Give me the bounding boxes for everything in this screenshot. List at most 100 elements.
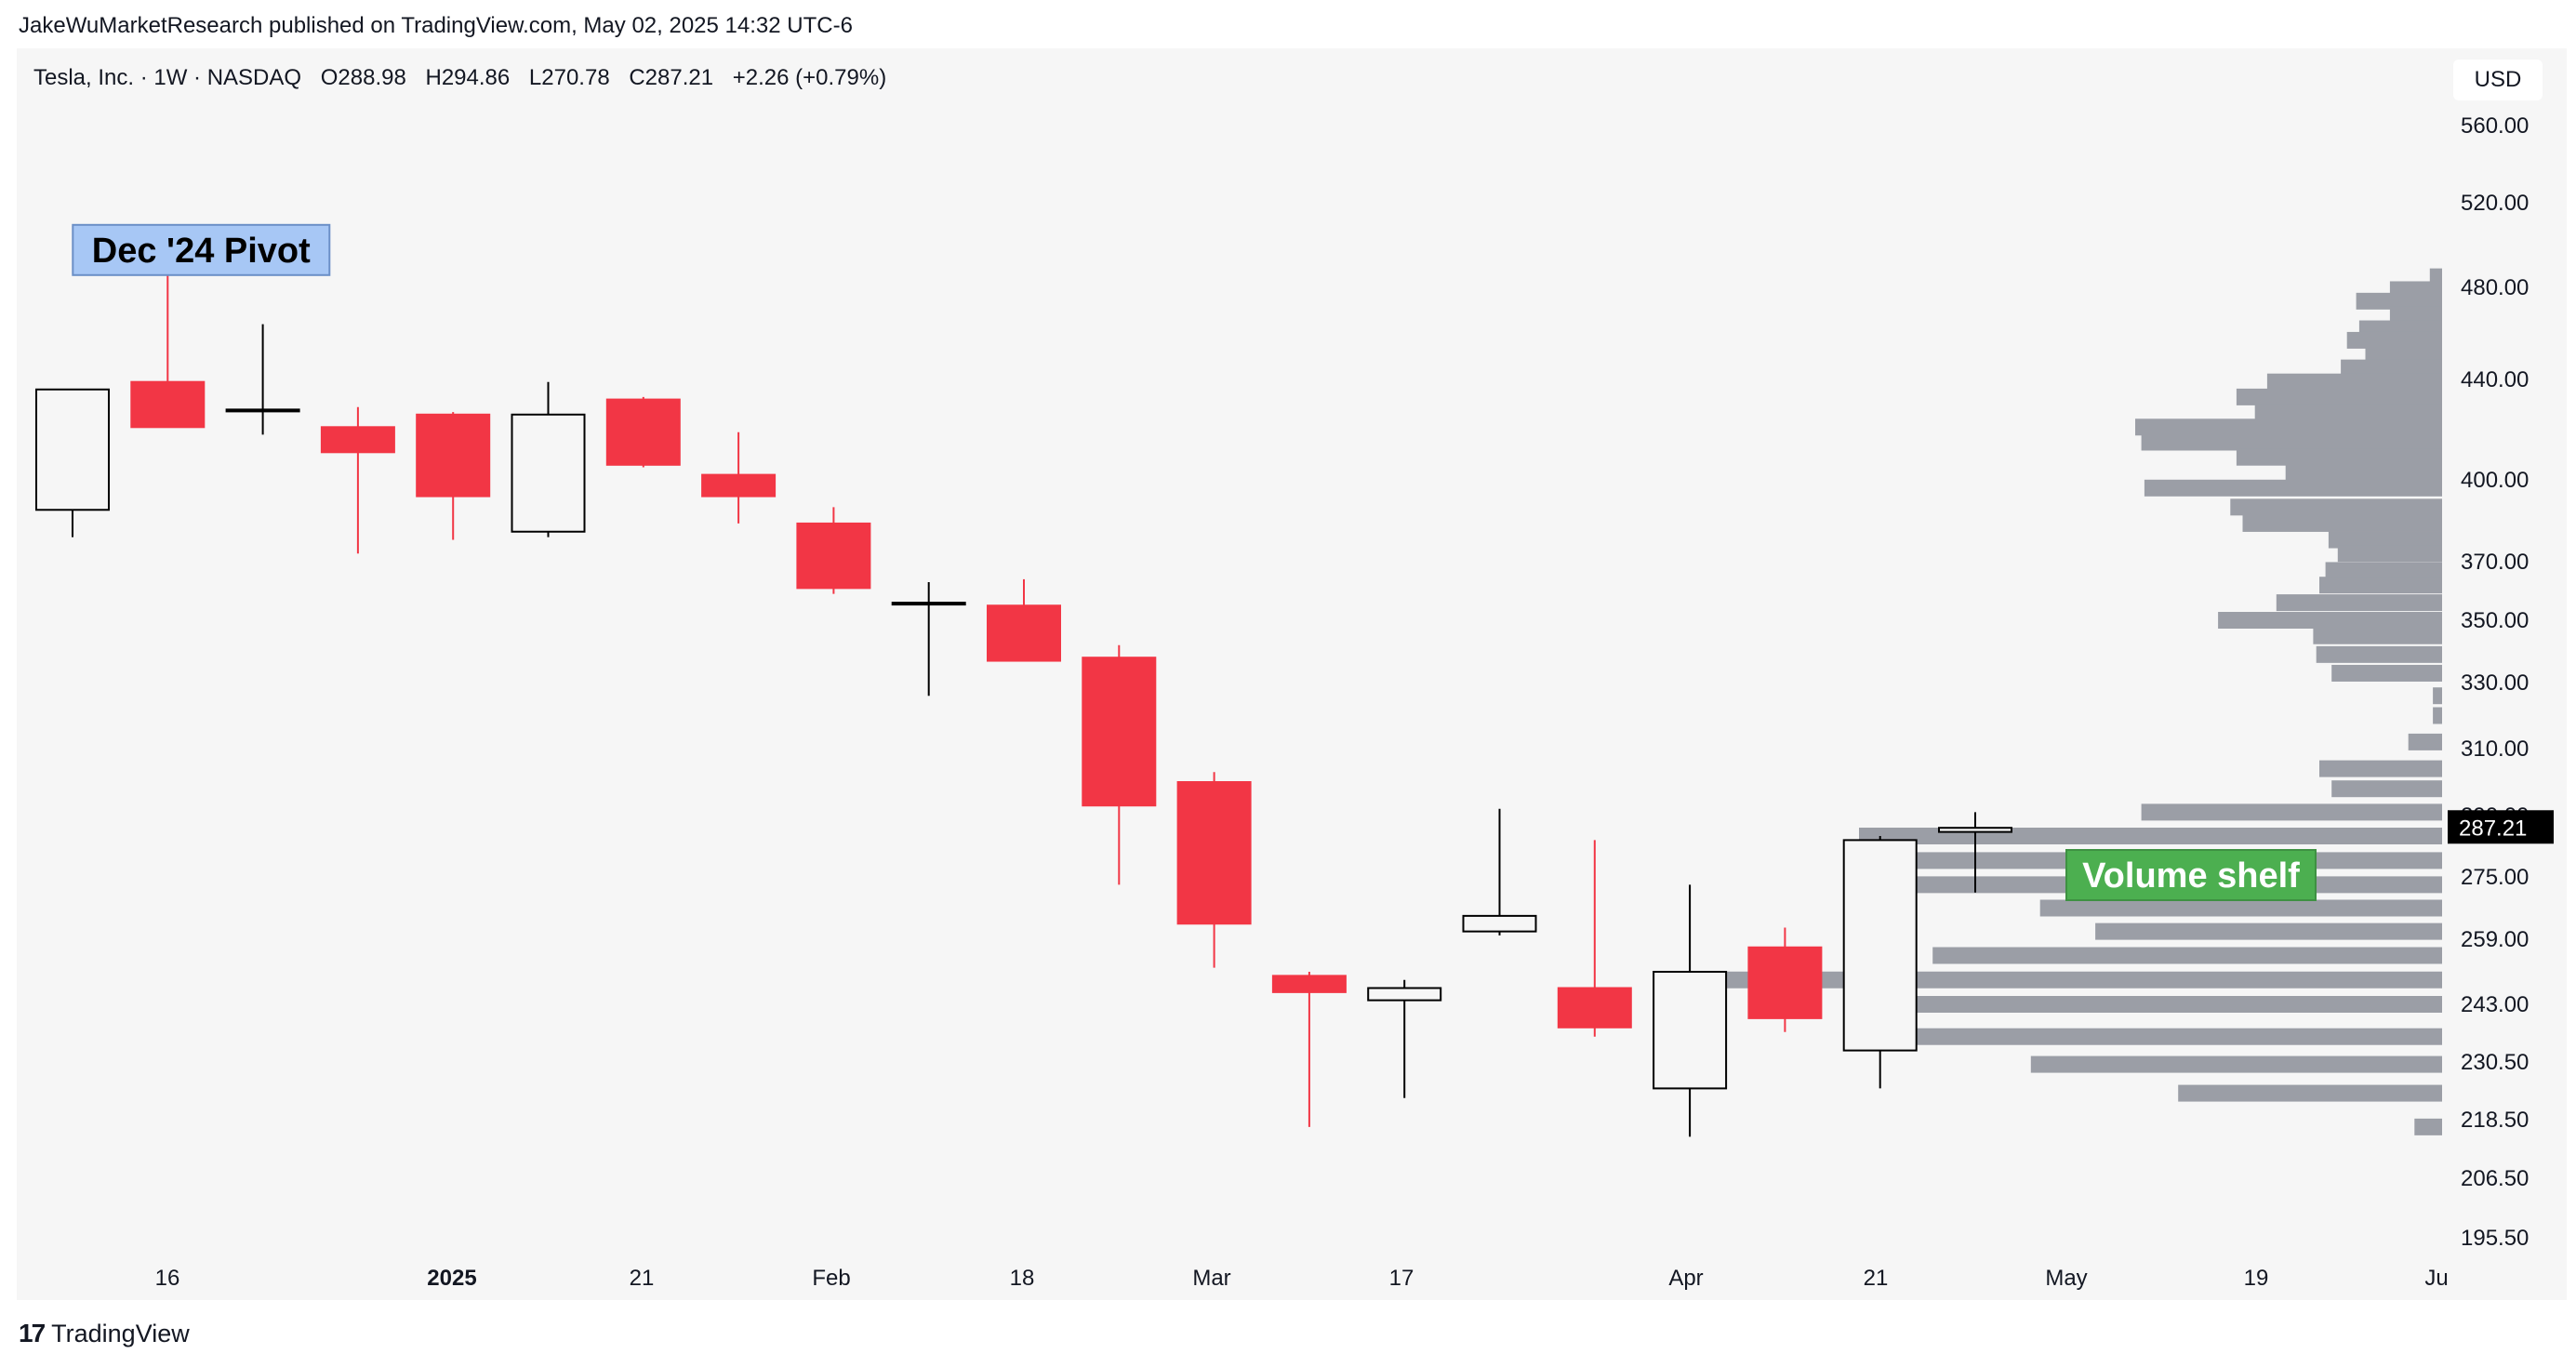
candle[interactable] <box>1271 972 1347 1127</box>
candle[interactable] <box>891 582 966 697</box>
time-axis-label: Mar <box>1192 1266 1230 1291</box>
annotation-box <box>72 223 331 276</box>
time-axis-label: 21 <box>1864 1266 1889 1291</box>
volume-profile-bar <box>2328 531 2442 549</box>
candle[interactable] <box>225 324 300 435</box>
candle-body <box>1557 987 1632 1029</box>
volume-profile-bar <box>2141 433 2442 451</box>
annotation-box <box>2065 849 2317 901</box>
volume-profile-bar <box>2254 404 2442 421</box>
price-axis-label: 195.50 <box>2461 1226 2529 1251</box>
volume-profile-bar <box>2414 1118 2442 1135</box>
candle-body <box>891 602 966 606</box>
volume-profile-bar <box>2341 359 2442 377</box>
candle[interactable] <box>605 396 681 468</box>
candle-body <box>416 413 491 498</box>
candle[interactable] <box>416 412 491 540</box>
candle[interactable] <box>1747 927 1823 1032</box>
chart-area[interactable] <box>17 48 2567 1300</box>
time-axis-label: 19 <box>2244 1266 2269 1291</box>
volume-profile-bar <box>2178 1084 2442 1102</box>
volume-profile-bar <box>2331 664 2442 682</box>
close-value: C287.21 <box>629 65 714 90</box>
candle-body <box>605 398 681 466</box>
price-axis-label: 259.00 <box>2461 927 2529 952</box>
candle[interactable] <box>511 381 586 538</box>
annotation-label[interactable]: Dec '24 Pivot <box>72 223 331 276</box>
annotation-label[interactable]: Volume shelf <box>2065 849 2317 901</box>
volume-profile-bar <box>2242 514 2442 532</box>
price-axis-label: 243.00 <box>2461 992 2529 1017</box>
candle[interactable] <box>1653 884 1728 1137</box>
brand-name: TradingView <box>51 1319 190 1347</box>
price-axis[interactable]: 560.00 520.00 480.00 440.00 400.00 370.00 350.… <box>2448 113 2554 1251</box>
candle[interactable] <box>320 406 395 554</box>
volume-profile-bar <box>2365 345 2442 363</box>
volume-profile-bar <box>2316 645 2442 663</box>
candle-body <box>1082 657 1157 807</box>
volume-profile-bar <box>2433 687 2442 705</box>
volume-profile-bar <box>1867 996 2442 1013</box>
volume-profile-bar <box>2429 268 2442 285</box>
currency-button[interactable]: USD <box>2453 60 2543 100</box>
volume-profile-bar <box>2276 594 2442 612</box>
annotation-text: Volume shelf <box>2082 856 2300 896</box>
candle-body <box>1747 946 1823 1019</box>
time-axis-label: Ju <box>2424 1266 2448 1291</box>
candle-body <box>1842 839 1918 1052</box>
candle-body <box>320 426 395 454</box>
current-price-label: 287.21 <box>2459 816 2527 841</box>
volume-profile-bar <box>2319 577 2442 594</box>
time-axis-label: 17 <box>1389 1266 1414 1291</box>
candle[interactable] <box>701 431 777 524</box>
candle[interactable] <box>1082 644 1157 885</box>
symbol-legend: Tesla, Inc. · 1W · NASDAQ O288.98 H294.8… <box>33 65 899 91</box>
volume-profile-bar <box>2144 479 2442 497</box>
candles <box>35 270 2012 1137</box>
candle[interactable] <box>1367 979 1442 1098</box>
high-value: H294.86 <box>425 65 511 90</box>
symbol-name[interactable]: Tesla, Inc. · 1W · NASDAQ <box>33 65 302 90</box>
volume-profile-bar <box>2389 306 2442 324</box>
candle-body <box>1462 914 1537 933</box>
current-price-tag <box>2448 810 2554 844</box>
candle[interactable] <box>1938 812 2012 893</box>
volume-profile-bar <box>2319 760 2442 777</box>
candle[interactable] <box>130 270 206 429</box>
candle-body <box>130 380 206 429</box>
candle-body <box>701 473 777 498</box>
candle-body <box>511 413 586 533</box>
candle[interactable] <box>796 507 871 594</box>
candle[interactable] <box>1176 772 1252 968</box>
time-axis-label: May <box>2045 1266 2087 1291</box>
price-axis-label: 310.00 <box>2461 737 2529 762</box>
time-axis-label: Feb <box>812 1266 850 1291</box>
candle[interactable] <box>987 578 1061 662</box>
price-axis-label: 206.50 <box>2461 1166 2529 1191</box>
volume-profile-bar <box>2039 899 2442 917</box>
volume-profile-bar <box>2433 707 2442 724</box>
time-axis-label: 21 <box>630 1266 655 1291</box>
volume-profile-bar <box>2218 612 2442 629</box>
candle-body <box>987 604 1061 662</box>
volume-profile-bar <box>2346 331 2442 349</box>
annotations: Dec '24 Pivot Volume shelf <box>72 223 2317 901</box>
time-axis[interactable]: 16 2025 21 Feb 18 Mar 17 Apr 21 May 19 Ju <box>155 1266 2449 1291</box>
candle-body <box>1271 975 1347 993</box>
price-axis-label: 480.00 <box>2461 275 2529 300</box>
volume-profile-bar <box>2325 562 2442 579</box>
candle[interactable] <box>35 388 110 538</box>
volume-profile-bar <box>2285 463 2442 481</box>
candle-body <box>1938 827 2012 833</box>
candle[interactable] <box>1462 808 1537 936</box>
candle[interactable] <box>1557 840 1632 1037</box>
volume-profile-bar <box>1932 947 2442 964</box>
volume-profile-bar <box>2356 292 2442 310</box>
volume-profile-bar <box>2230 498 2442 516</box>
candle[interactable] <box>1842 836 1918 1089</box>
candle-body <box>35 388 110 511</box>
tradingview-brand[interactable]: 17 TradingView <box>19 1319 190 1348</box>
time-axis-label: Apr <box>1668 1266 1703 1291</box>
time-axis-label: 2025 <box>427 1266 476 1291</box>
